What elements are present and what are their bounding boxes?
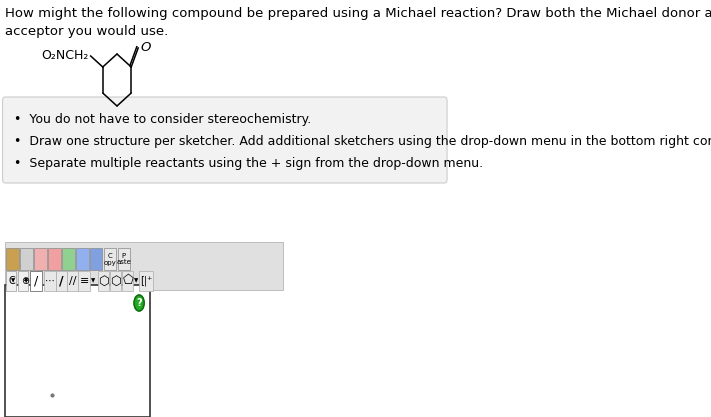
Bar bbox=[78, 271, 90, 291]
Bar bbox=[98, 271, 109, 291]
Bar bbox=[34, 248, 47, 270]
Bar bbox=[48, 248, 60, 270]
Text: C
opy: C opy bbox=[104, 253, 117, 266]
Text: O: O bbox=[141, 41, 151, 55]
Bar bbox=[44, 271, 55, 291]
Text: //: // bbox=[69, 276, 77, 286]
Text: ⬡: ⬡ bbox=[98, 274, 109, 287]
Text: O₂NCH₂: O₂NCH₂ bbox=[41, 48, 89, 61]
Text: /: / bbox=[59, 274, 64, 287]
Bar bbox=[6, 271, 16, 291]
FancyBboxPatch shape bbox=[3, 97, 447, 183]
Bar bbox=[122, 271, 134, 291]
Text: ⊕: ⊕ bbox=[21, 276, 29, 286]
Bar bbox=[5, 242, 283, 290]
Bar bbox=[31, 271, 42, 291]
Text: •  Draw one structure per sketcher. Add additional sketchers using the drop-down: • Draw one structure per sketcher. Add a… bbox=[14, 135, 711, 148]
Text: ▼: ▼ bbox=[92, 279, 96, 284]
Bar bbox=[5, 285, 151, 417]
Bar bbox=[55, 271, 67, 291]
Bar bbox=[20, 248, 33, 270]
Text: /: / bbox=[34, 274, 38, 287]
Text: [|⁺: [|⁺ bbox=[140, 276, 152, 286]
Circle shape bbox=[134, 295, 144, 311]
Text: C: C bbox=[9, 276, 16, 286]
Text: ▼: ▼ bbox=[134, 279, 138, 284]
Text: ⋯: ⋯ bbox=[45, 276, 55, 286]
Text: ≡: ≡ bbox=[80, 276, 89, 286]
Text: ⬡: ⬡ bbox=[110, 274, 121, 287]
Bar bbox=[139, 271, 153, 291]
Bar bbox=[18, 271, 28, 291]
Bar bbox=[67, 271, 78, 291]
Text: ▼: ▼ bbox=[11, 279, 16, 284]
Text: ⬠: ⬠ bbox=[122, 274, 133, 287]
Text: ?: ? bbox=[137, 298, 142, 308]
Bar bbox=[76, 248, 89, 270]
Text: •  Separate multiple reactants using the + sign from the drop-down menu.: • Separate multiple reactants using the … bbox=[14, 157, 483, 170]
Bar bbox=[110, 271, 122, 291]
Bar bbox=[62, 248, 75, 270]
Text: ▼: ▼ bbox=[23, 279, 28, 284]
Text: •  You do not have to consider stereochemistry.: • You do not have to consider stereochem… bbox=[14, 113, 311, 126]
Text: P
aste: P aste bbox=[117, 253, 132, 266]
Bar bbox=[90, 248, 102, 270]
Bar bbox=[117, 248, 130, 270]
Bar bbox=[104, 248, 117, 270]
Bar bbox=[6, 248, 19, 270]
Text: How might the following compound be prepared using a Michael reaction? Draw both: How might the following compound be prep… bbox=[5, 7, 711, 38]
